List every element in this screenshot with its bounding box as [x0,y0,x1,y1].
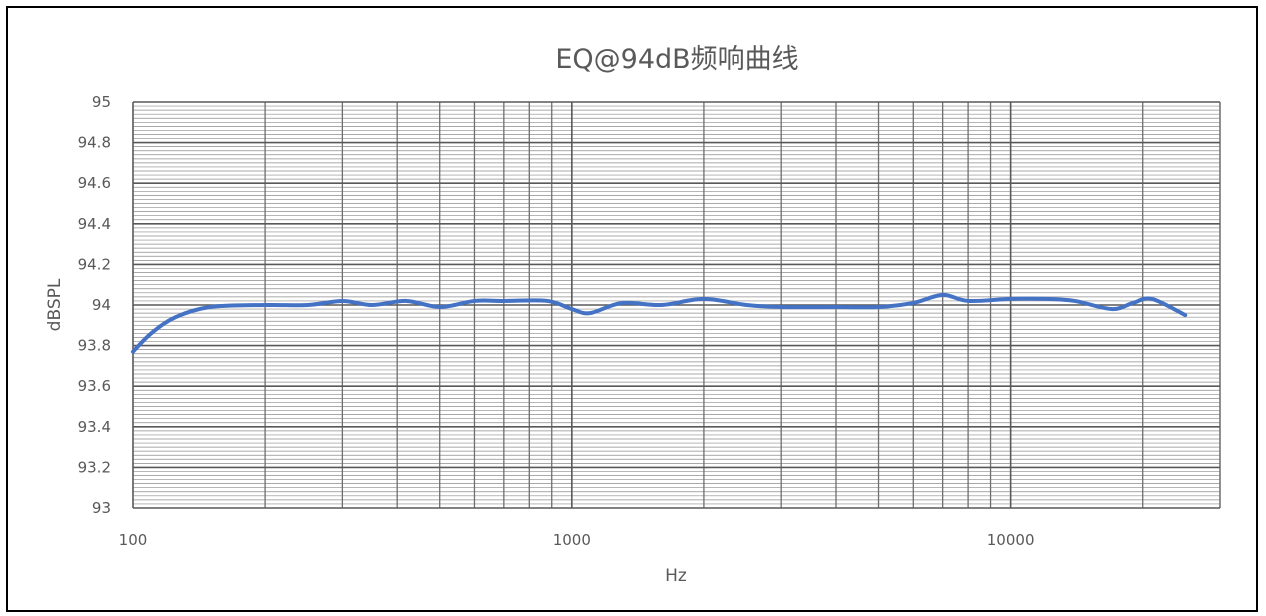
y-tick-label: 93.4 [78,418,111,436]
y-tick-label: 93 [92,499,111,517]
x-tick-label: 1000 [553,531,591,549]
y-tick-label: 95 [92,93,111,111]
x-tick-label: 10000 [987,531,1035,549]
y-tick-label: 94 [92,296,111,314]
grid [132,101,1221,509]
y-tick-label: 93.8 [78,337,111,355]
x-tick-label: 100 [119,531,148,549]
y-tick-label: 93.2 [78,458,111,476]
y-tick-label: 93.6 [78,377,111,395]
chart-title: EQ@94dB频响曲线 [555,44,798,75]
series-layer [131,292,1188,354]
y-tick-label: 94.8 [78,134,111,152]
series-line [131,292,1188,354]
x-axis-label: Hz [665,566,687,586]
y-tick-label: 94.6 [78,174,111,192]
y-tick-labels: 95 94.8 94.6 94.4 94.2 94 93.8 93.6 93.4 93.2 93 [78,93,111,517]
x-tick-labels: 100 1000 10000 [119,531,1035,549]
y-tick-label: 94.4 [78,215,111,233]
y-tick-label: 94.2 [78,255,111,273]
y-axis-label: dBSPL [45,278,65,331]
